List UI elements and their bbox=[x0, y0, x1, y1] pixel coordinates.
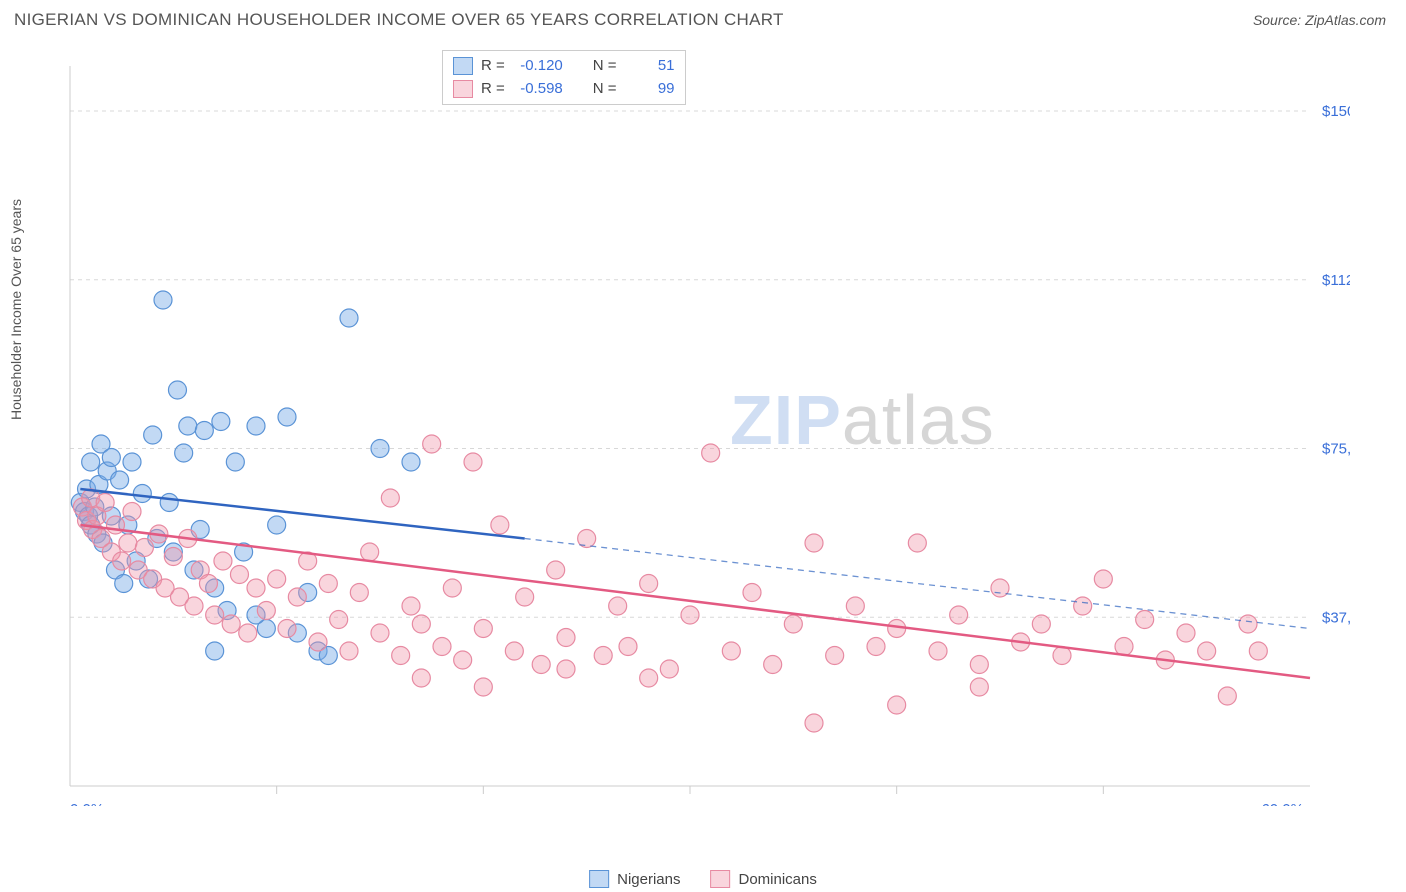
legend-item-dominicans: Dominicans bbox=[711, 870, 817, 888]
legend-item-nigerians: Nigerians bbox=[589, 870, 680, 888]
svg-text:$37,500: $37,500 bbox=[1322, 609, 1350, 626]
chart-title: NIGERIAN VS DOMINICAN HOUSEHOLDER INCOME… bbox=[14, 10, 784, 30]
legend-stats: R = -0.120 N = 51 R = -0.598 N = 99 bbox=[442, 50, 686, 105]
legend-stats-row: R = -0.120 N = 51 bbox=[453, 55, 675, 78]
legend-bottom: Nigerians Dominicans bbox=[589, 870, 817, 888]
r-value: -0.598 bbox=[513, 78, 563, 101]
n-value: 99 bbox=[625, 78, 675, 101]
svg-text:60.0%: 60.0% bbox=[1261, 801, 1304, 806]
n-label: N = bbox=[593, 55, 617, 78]
swatch-icon bbox=[453, 80, 473, 98]
source-prefix: Source: bbox=[1253, 12, 1305, 28]
legend-stats-row: R = -0.598 N = 99 bbox=[453, 78, 675, 101]
r-label: R = bbox=[481, 55, 505, 78]
r-value: -0.120 bbox=[513, 55, 563, 78]
legend-label-dominicans: Dominicans bbox=[739, 871, 817, 888]
legend-label-nigerians: Nigerians bbox=[617, 871, 680, 888]
n-value: 51 bbox=[625, 55, 675, 78]
source-name: ZipAtlas.com bbox=[1305, 12, 1386, 28]
svg-text:0.0%: 0.0% bbox=[70, 801, 104, 806]
scatter-chart: $37,500 $75,000 $112,500 $150,000 0.0% 60.0% bbox=[50, 46, 1350, 806]
r-label: R = bbox=[481, 78, 505, 101]
chart-area: $37,500 $75,000 $112,500 $150,000 0.0% 60.0% bbox=[50, 46, 1390, 834]
swatch-icon bbox=[453, 57, 473, 75]
y-axis-label: Householder Income Over 65 years bbox=[8, 199, 24, 420]
swatch-dominicans bbox=[711, 870, 731, 888]
n-label: N = bbox=[593, 78, 617, 101]
svg-text:$112,500: $112,500 bbox=[1322, 272, 1350, 289]
svg-text:$75,000: $75,000 bbox=[1322, 441, 1350, 458]
source-attribution: Source: ZipAtlas.com bbox=[1253, 12, 1386, 28]
svg-text:$150,000: $150,000 bbox=[1322, 103, 1350, 120]
swatch-nigerians bbox=[589, 870, 609, 888]
